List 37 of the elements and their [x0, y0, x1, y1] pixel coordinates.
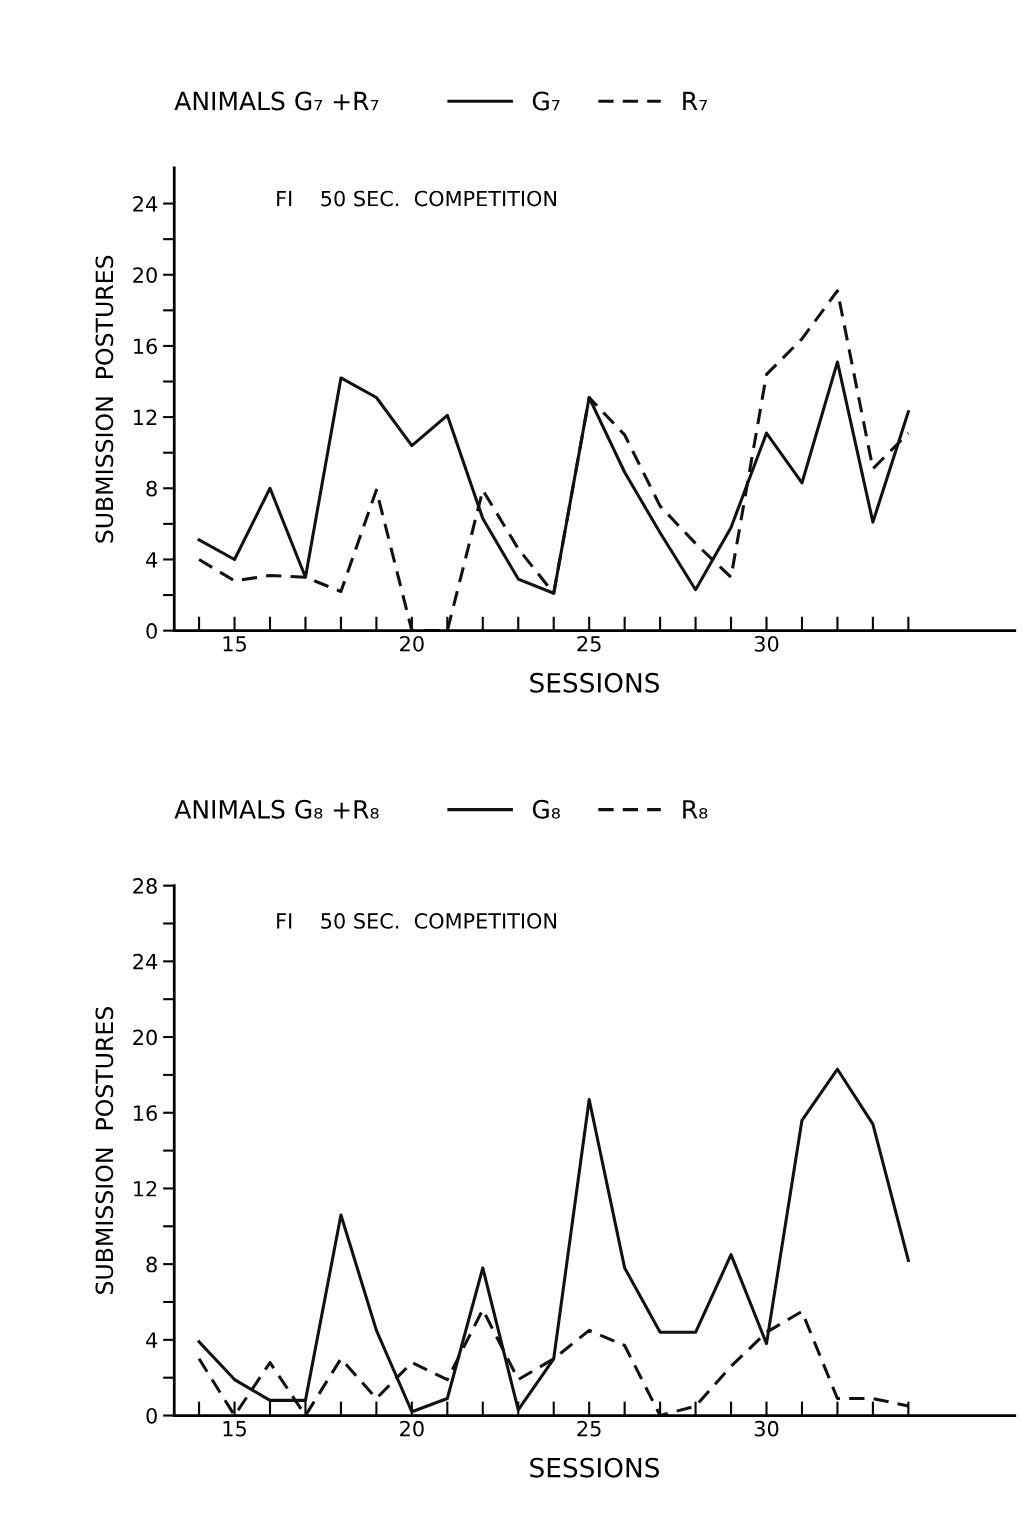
- y-tick-label: 8: [146, 1256, 157, 1273]
- legend-label: G₈: [532, 799, 560, 819]
- y-axis-title: SUBMISSION POSTURES: [95, 1007, 114, 1294]
- y-tick-label: 0: [146, 1407, 157, 1424]
- y-tick-label: 20: [133, 267, 157, 283]
- x-tick-label: 20: [400, 1420, 424, 1437]
- x-tick-label: 15: [223, 1421, 246, 1437]
- legend-label: R₈: [683, 800, 708, 819]
- y-tick-label: 12: [134, 1180, 157, 1197]
- y-tick-label: 16: [134, 338, 157, 355]
- line-series: [197, 1067, 910, 1414]
- legend-label: R₇: [683, 91, 708, 111]
- x-tick-label: 30: [754, 635, 779, 652]
- y-tick-label: 0: [146, 623, 157, 639]
- x-tick-label: 25: [577, 1420, 601, 1437]
- y-tick-label: 8: [146, 480, 157, 497]
- line-series: [197, 289, 910, 631]
- y-tick-label: 12: [134, 409, 157, 426]
- text: FI 50 SEC. COMPETITION: [277, 913, 556, 929]
- x-tick-label: 20: [400, 635, 424, 652]
- x-axis-title: SESSIONS: [530, 672, 660, 693]
- y-tick-label: 4: [146, 1332, 158, 1348]
- legend-label: G₇: [532, 91, 560, 111]
- y-tick-label: 24: [133, 953, 158, 970]
- x-tick-label: 25: [577, 635, 601, 652]
- text: FI 50 SEC. COMPETITION: [277, 190, 556, 207]
- y-tick-label: 24: [133, 196, 158, 212]
- x-tick-label: 15: [223, 636, 246, 652]
- y-axis-title: SUBMISSION POSTURES: [95, 255, 114, 543]
- chart-title: ANIMALS G₇ +R₇: [174, 91, 379, 111]
- y-tick-label: 4: [146, 552, 158, 568]
- y-tick-label: 28: [133, 878, 157, 894]
- chart-title: ANIMALS G₈ +R₈: [174, 799, 379, 819]
- x-tick-label: 30: [754, 1420, 779, 1437]
- y-tick-label: 20: [133, 1029, 157, 1046]
- x-axis-title: SESSIONS: [530, 1457, 660, 1478]
- y-tick-label: 16: [134, 1105, 157, 1121]
